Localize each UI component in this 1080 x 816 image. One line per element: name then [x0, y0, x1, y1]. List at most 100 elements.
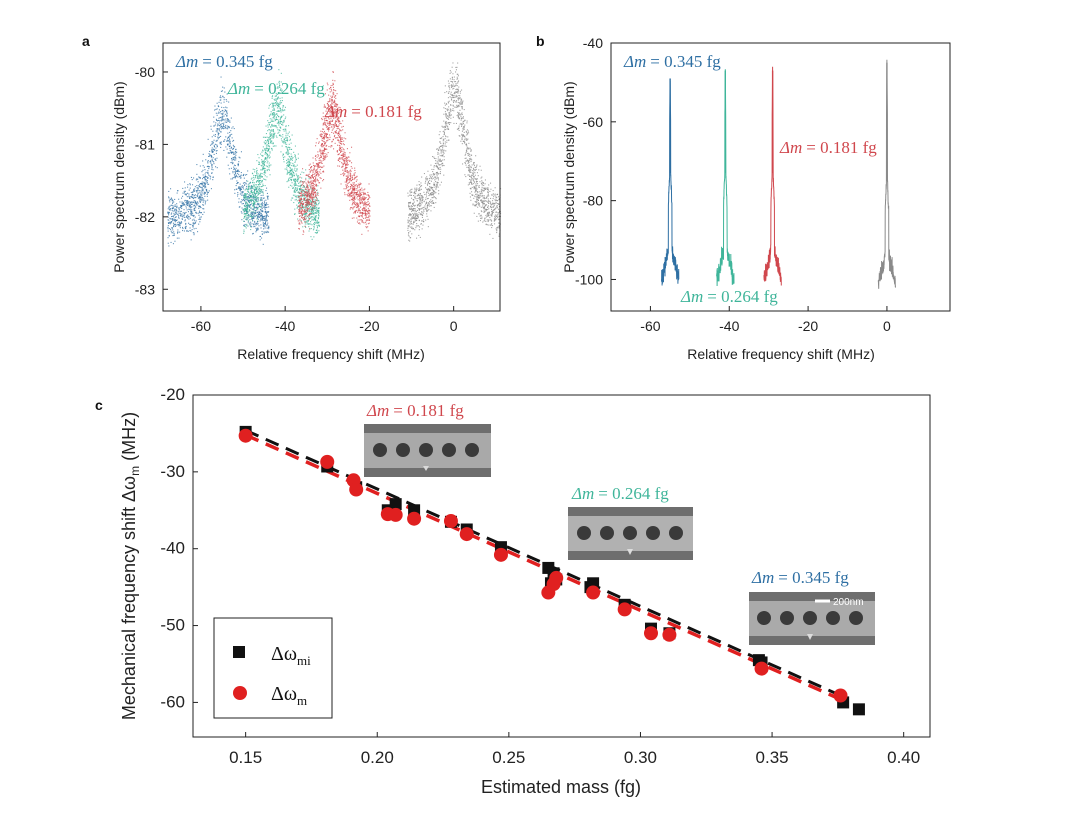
scatter-dot [368, 212, 370, 214]
scatter-dot [311, 211, 313, 213]
scatter-dot [444, 92, 446, 94]
scatter-dot [310, 182, 312, 184]
scatter-dot [175, 224, 177, 226]
scatter-dot [238, 171, 240, 173]
scatter-dot [429, 187, 431, 189]
scatter-dot [452, 73, 454, 75]
scatter-dot [334, 95, 336, 97]
scatter-dot [267, 120, 269, 122]
scatter-dot [426, 207, 428, 209]
scatter-dot [177, 190, 179, 192]
scatter-dot [317, 173, 319, 175]
scatter-dot [266, 159, 268, 161]
scatter-dot [356, 206, 358, 208]
scatter-dot [426, 205, 428, 207]
scatter-dot [291, 169, 293, 171]
scatter-dot [318, 142, 320, 144]
scatter-dot [240, 188, 242, 190]
scatter-dot [265, 215, 267, 217]
scatter-dot [205, 159, 207, 161]
scatter-dot [251, 199, 253, 201]
scatter-dot [342, 120, 344, 122]
scatter-dot [478, 195, 480, 197]
scatter-dot [254, 215, 256, 217]
scatter-dot [314, 173, 316, 175]
scatter-dot [312, 190, 314, 192]
scatter-dot [333, 92, 335, 94]
scatter-dot [494, 207, 496, 209]
scatter-dot [242, 200, 244, 202]
scatter-dot [420, 197, 422, 199]
scatter-dot [266, 206, 268, 208]
scatter-dot [442, 148, 444, 150]
scatter-dot [489, 217, 491, 219]
scatter-dot [275, 99, 277, 101]
scatter-dot [304, 215, 306, 217]
scatter-dot [360, 212, 362, 214]
scatter-dot [304, 202, 306, 204]
scatter-dot [187, 215, 189, 217]
scatter-dot [316, 232, 318, 234]
scatter-dot [192, 222, 194, 224]
scatter-dot [286, 139, 288, 141]
scatter-dot [322, 140, 324, 142]
scatter-dot [346, 177, 348, 179]
scatter-dot [487, 192, 489, 194]
scatter-dot [443, 159, 445, 161]
scatter-dot [270, 129, 272, 131]
scatter-dot [414, 195, 416, 197]
scatter-dot [297, 195, 299, 197]
scatter-dot [177, 214, 179, 216]
scatter-dot [357, 205, 359, 207]
scatter-dot [283, 119, 285, 121]
scatter-dot [268, 164, 270, 166]
scatter-dot [240, 190, 242, 192]
scatter-dot [268, 225, 270, 227]
scatter-dot [285, 125, 287, 127]
scatter-dot [243, 224, 245, 226]
scatter-dot [235, 154, 237, 156]
scatter-dot [246, 223, 248, 225]
scatter-dot [351, 207, 353, 209]
scatter-dot [215, 159, 217, 161]
scatter-dot [215, 112, 217, 114]
scatter-dot [470, 179, 472, 181]
scatter-dot [309, 171, 311, 173]
scatter-dot [429, 200, 431, 202]
scatter-dot [250, 221, 252, 223]
scatter-dot [346, 157, 348, 159]
scatter-dot [193, 204, 195, 206]
scatter-dot [282, 153, 284, 155]
scatter-dot [357, 211, 359, 213]
scatter-dot [283, 130, 285, 132]
scatter-dot [314, 188, 316, 190]
scatter-dot [437, 182, 439, 184]
scatter-dot [358, 208, 360, 210]
scatter-dot [291, 158, 293, 160]
scatter-dot [477, 206, 479, 208]
scatter-dot [346, 162, 348, 164]
scatter-dot [278, 69, 280, 71]
scatter-dot [232, 156, 234, 158]
scatter-dot [425, 177, 427, 179]
scatter-dot [223, 124, 225, 126]
scatter-dot [349, 188, 351, 190]
scatter-dot [245, 203, 247, 205]
scatter-dot [265, 204, 267, 206]
scatter-dot [479, 220, 481, 222]
scatter-dot [295, 157, 297, 159]
scatter-dot [358, 195, 360, 197]
scatter-dot [223, 126, 225, 128]
scatter-dot [343, 188, 345, 190]
scatter-dot [312, 180, 314, 182]
scatter-dot [321, 154, 323, 156]
scatter-dot [259, 177, 261, 179]
scatter-dot [230, 150, 232, 152]
scatter-dot [213, 146, 215, 148]
scatter-dot [318, 173, 320, 175]
scatter-dot [318, 215, 320, 217]
scatter-dot [317, 207, 319, 209]
scatter-dot [359, 195, 361, 197]
scatter-dot [420, 182, 422, 184]
scatter-dot [237, 192, 239, 194]
